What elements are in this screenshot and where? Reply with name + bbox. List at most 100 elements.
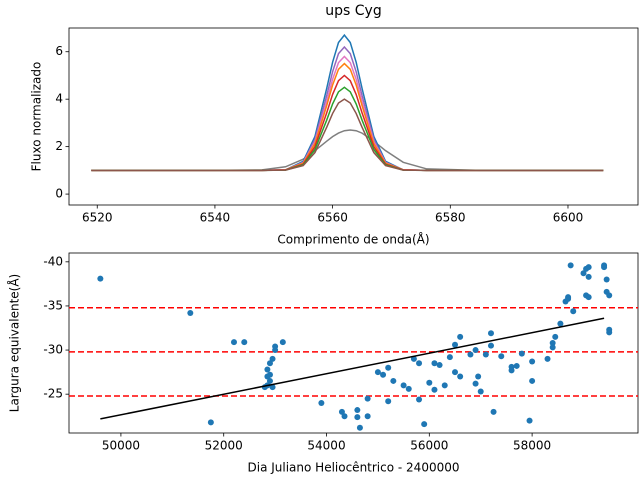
data-point <box>187 310 194 316</box>
y-tick-label: 0 <box>55 187 63 201</box>
data-point <box>338 408 345 415</box>
data-point <box>544 355 551 362</box>
x-axis-label: Dia Juliano Heliocêntrico - 2400000 <box>248 461 460 475</box>
data-point <box>508 367 515 374</box>
fit-line <box>100 317 605 420</box>
spectrum-line <box>91 129 604 172</box>
data-point <box>318 400 325 406</box>
data-point <box>390 377 397 384</box>
data-point <box>400 382 407 389</box>
data-point <box>570 308 577 315</box>
x-tick-label: 6520 <box>82 211 113 225</box>
data-point <box>490 408 497 415</box>
data-point <box>364 395 371 402</box>
data-point <box>472 347 479 354</box>
data-point <box>446 354 453 361</box>
chart-title: ups Cyg <box>325 3 381 19</box>
data-point <box>457 333 464 340</box>
data-point <box>529 358 536 365</box>
data-point <box>472 380 479 387</box>
y-tick-label: 4 <box>55 92 63 106</box>
spectrum-line <box>91 98 604 172</box>
data-point <box>431 360 438 367</box>
data-point <box>477 388 484 395</box>
y-tick-label: -25 <box>43 387 63 401</box>
data-point <box>374 369 381 376</box>
y-tick-label: 2 <box>55 139 63 153</box>
data-point <box>279 339 286 346</box>
data-point <box>467 351 474 358</box>
data-point <box>354 414 361 421</box>
data-point <box>552 333 559 340</box>
data-point <box>513 362 520 369</box>
plot-area <box>68 252 639 434</box>
data-point <box>354 407 361 414</box>
data-point <box>580 270 587 277</box>
data-point <box>436 362 443 369</box>
data-point <box>431 386 438 393</box>
data-point <box>526 417 533 424</box>
data-point <box>567 262 574 269</box>
data-point <box>416 396 423 403</box>
data-point <box>601 264 608 271</box>
y-tick-label: -35 <box>43 298 63 312</box>
data-point <box>269 384 276 391</box>
data-point <box>529 377 536 384</box>
data-point <box>487 330 494 337</box>
data-point <box>385 364 392 371</box>
data-point <box>487 342 494 349</box>
x-tick-label: 6560 <box>317 211 348 225</box>
data-point <box>266 377 273 384</box>
data-point <box>269 355 276 362</box>
y-tick-label: -30 <box>43 343 63 357</box>
data-point <box>457 373 464 380</box>
data-point <box>549 340 556 346</box>
data-point <box>565 294 572 301</box>
data-point <box>405 385 412 392</box>
data-point <box>356 424 363 431</box>
data-point <box>518 350 525 357</box>
x-tick-label: 52000 <box>205 439 243 453</box>
y-axis-label: Largura equivalente(Å) <box>7 274 22 412</box>
data-point <box>441 382 448 389</box>
y-axis-label: Fluxo normalizado <box>30 62 44 172</box>
data-point <box>364 413 371 420</box>
data-point <box>207 419 214 426</box>
data-point <box>606 329 613 336</box>
x-tick-label: 56000 <box>410 439 448 453</box>
data-point <box>241 339 248 346</box>
data-point <box>426 379 433 386</box>
data-point <box>606 292 613 299</box>
data-point <box>585 264 592 271</box>
data-point <box>585 294 592 301</box>
x-tick-label: 6600 <box>553 211 584 225</box>
x-axis-label: Comprimento de onda(Å) <box>277 232 429 247</box>
data-point <box>97 275 104 282</box>
data-point <box>475 373 482 380</box>
data-point <box>410 355 417 362</box>
y-tick-label: 6 <box>55 44 63 58</box>
data-point <box>498 353 505 360</box>
data-point <box>341 413 348 420</box>
data-point <box>380 371 387 378</box>
data-point <box>557 320 564 327</box>
data-point <box>585 273 592 280</box>
y-tick-label: -40 <box>43 254 63 268</box>
data-point <box>272 343 279 350</box>
data-point <box>482 351 489 358</box>
data-point <box>230 339 237 346</box>
x-tick-label: 58000 <box>513 439 551 453</box>
data-point <box>264 366 271 373</box>
data-point <box>416 360 423 367</box>
data-point <box>266 360 273 367</box>
data-point <box>603 276 610 283</box>
data-point <box>264 373 271 380</box>
x-tick-label: 6540 <box>200 211 231 225</box>
plot-area <box>68 27 639 206</box>
data-point <box>549 344 556 351</box>
x-tick-label: 6580 <box>435 211 466 225</box>
data-point <box>452 369 459 376</box>
x-tick-label: 54000 <box>307 439 345 453</box>
x-tick-label: 50000 <box>102 439 140 453</box>
